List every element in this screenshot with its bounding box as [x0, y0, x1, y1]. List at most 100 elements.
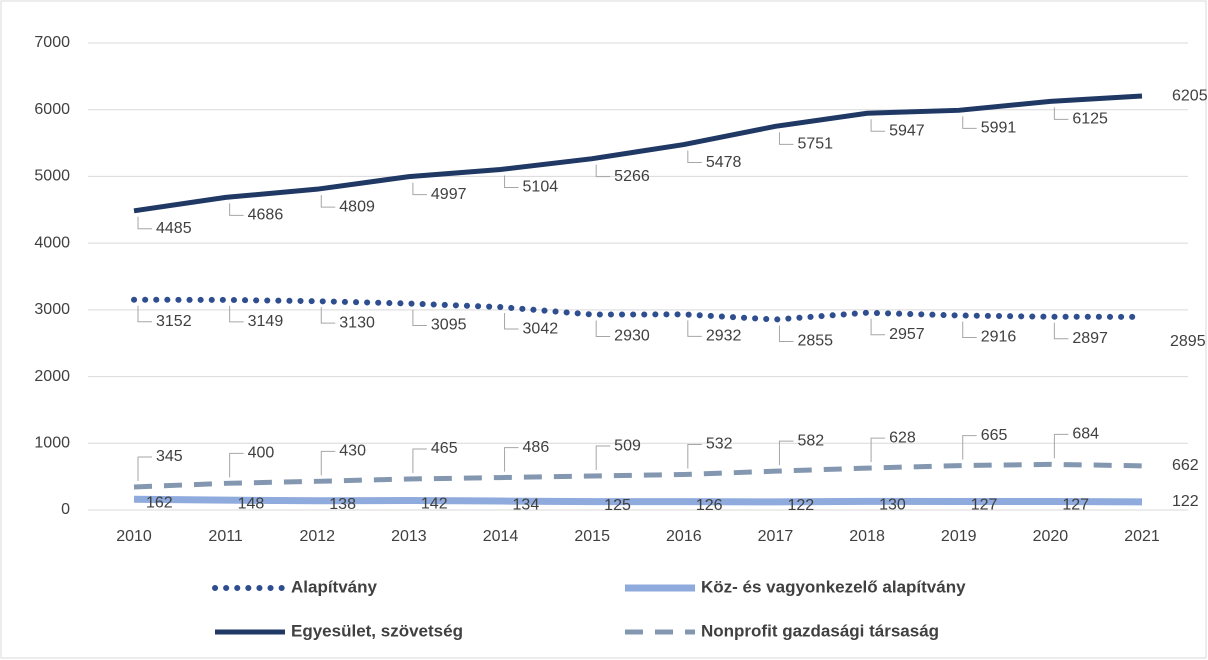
leader-line [962, 435, 977, 460]
data-label: 4686 [248, 207, 284, 224]
leader-line [412, 182, 427, 196]
data-label: 3152 [156, 313, 192, 330]
line-series [133, 93, 1143, 214]
x-tick-label: 2016 [666, 528, 702, 545]
data-label: 3095 [431, 317, 467, 334]
leader-line [320, 195, 336, 208]
data-label: 628 [889, 429, 916, 446]
data-label: 5947 [889, 122, 925, 139]
leader-line [962, 321, 977, 338]
data-label: 2930 [614, 328, 650, 345]
x-tick-label: 2012 [299, 528, 335, 545]
data-label: 127 [971, 497, 998, 514]
data-label: 148 [238, 495, 265, 512]
leader-line [870, 318, 886, 336]
data-label: 5478 [706, 154, 742, 171]
data-label: 582 [797, 432, 824, 449]
line-series [133, 461, 1143, 490]
y-tick-label: 3000 [34, 301, 70, 318]
leader-line [962, 116, 977, 129]
data-label: 2916 [981, 329, 1017, 346]
data-label: 125 [604, 497, 631, 514]
data-label: 2895 [1170, 333, 1206, 350]
leader-line [412, 309, 427, 327]
leader-line [687, 444, 702, 469]
leader-line [1053, 433, 1069, 459]
data-label: 127 [1062, 497, 1089, 514]
leader-line [595, 445, 611, 471]
x-tick-label: 2020 [1033, 528, 1069, 545]
x-tick-label: 2010 [116, 528, 152, 545]
leader-line [687, 150, 702, 164]
x-tick-label: 2017 [758, 528, 794, 545]
y-tick-label: 2000 [34, 368, 70, 385]
x-tick-label: 2015 [574, 528, 610, 545]
data-label: 345 [156, 448, 183, 465]
data-label: 662 [1172, 457, 1199, 474]
legend-label: Köz- és vagyonkezelő alapítvány [701, 577, 966, 596]
leader-line [504, 447, 519, 472]
data-label: 6205 [1172, 87, 1208, 104]
data-label: 4485 [156, 220, 192, 237]
data-label: 134 [513, 496, 540, 513]
leader-line [1053, 107, 1069, 120]
data-label: 3149 [248, 313, 284, 330]
x-tick-label: 2013 [391, 528, 427, 545]
data-label: 122 [787, 497, 814, 514]
leader-line [595, 164, 611, 178]
data-label: 400 [248, 445, 275, 462]
data-label: 532 [706, 436, 733, 453]
data-label: 665 [981, 427, 1008, 444]
legend-label: Alapítvány [291, 577, 378, 596]
leader-line [687, 320, 702, 337]
data-label: 3130 [339, 314, 375, 331]
data-label: 684 [1072, 426, 1099, 443]
data-label: 4809 [339, 198, 375, 215]
leader-line [778, 132, 794, 145]
leader-line [229, 203, 244, 216]
data-label: 126 [696, 497, 723, 514]
leader-line [229, 452, 244, 478]
legend-label: Egyesület, szövetség [291, 621, 463, 640]
data-label: 142 [421, 496, 448, 513]
y-tick-label: 1000 [34, 435, 70, 452]
leader-line [504, 313, 519, 330]
leader-line [595, 320, 611, 338]
data-label: 4997 [431, 186, 467, 203]
x-tick-label: 2021 [1124, 528, 1160, 545]
x-tick-label: 2019 [941, 528, 977, 545]
x-tick-label: 2018 [849, 528, 885, 545]
legend-label: Nonprofit gazdasági társaság [701, 621, 939, 640]
data-label: 5751 [797, 136, 833, 153]
leader-line [778, 325, 794, 343]
leader-line [320, 307, 336, 324]
leader-line [412, 448, 427, 473]
data-label: 486 [523, 439, 550, 456]
leader-line [778, 440, 794, 466]
data-label: 122 [1172, 493, 1199, 510]
data-label: 2932 [706, 328, 742, 345]
y-tick-label: 0 [61, 501, 70, 518]
leader-line [229, 305, 244, 323]
leader-line [870, 119, 886, 132]
leader-line [320, 450, 336, 476]
data-label: 509 [614, 437, 641, 454]
data-label: 465 [431, 440, 458, 457]
data-label: 430 [339, 443, 366, 460]
data-label: 130 [879, 497, 906, 514]
line-series [133, 495, 1143, 506]
leader-line [1053, 322, 1069, 340]
x-tick-label: 2011 [208, 528, 243, 545]
leader-line [137, 456, 152, 481]
line-series [131, 296, 1145, 323]
data-label: 138 [329, 496, 356, 513]
y-tick-label: 5000 [34, 168, 70, 185]
y-tick-label: 6000 [34, 101, 70, 118]
data-label: 2855 [797, 333, 833, 350]
data-label: 5104 [523, 179, 559, 196]
leader-line [137, 216, 152, 230]
x-tick-label: 2014 [483, 528, 519, 545]
data-label: 2897 [1072, 330, 1108, 347]
